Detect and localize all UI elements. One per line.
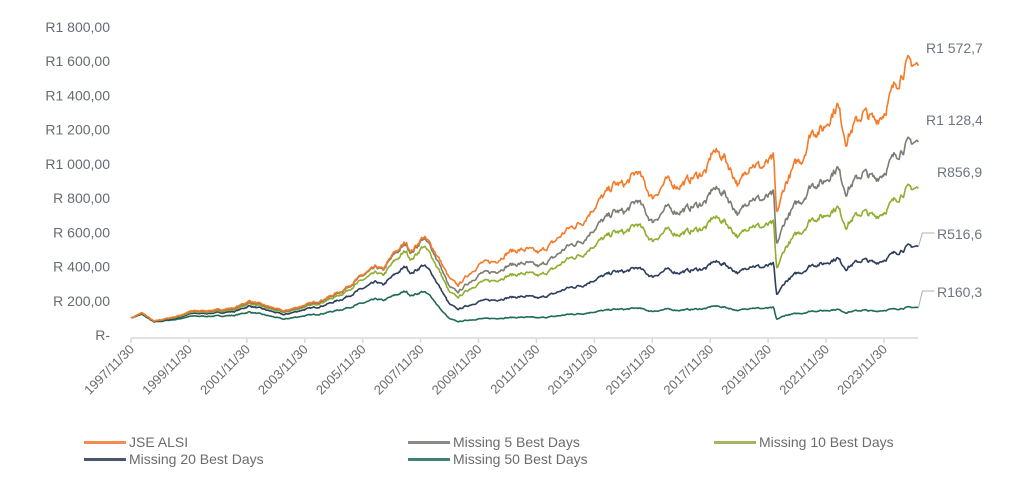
y-tick-label: R 400,00	[53, 259, 110, 275]
y-tick-label: R1 600,00	[45, 53, 110, 69]
end-value-label: R1 572,7	[926, 40, 983, 56]
legend-swatch	[408, 440, 450, 444]
y-tick-label: R1 800,00	[45, 19, 110, 35]
x-tick-label: 2007/11/30	[371, 342, 427, 398]
legend-swatch	[84, 457, 126, 461]
series-line-missing-20-best-days	[130, 243, 919, 323]
series-line-missing-50-best-days	[130, 290, 919, 323]
legend-item-missing-5[interactable]: Missing 5 Best Days	[408, 434, 580, 450]
series-line-missing-10-best-days	[130, 183, 919, 322]
y-tick-label: R 600,00	[53, 224, 110, 240]
legend-label: Missing 50 Best Days	[453, 451, 588, 467]
y-axis: R- R 200,00 R 400,00 R 600,00 R 800,00 R1 000…	[45, 19, 110, 343]
x-tick-label: 2009/11/30	[429, 342, 485, 398]
x-tick-label: 2023/11/30	[834, 342, 890, 398]
end-labels: R1 572,7 R1 128,4 R856,9 R516,6 R160,3	[917, 40, 983, 308]
y-tick-label: R 800,00	[53, 190, 110, 206]
end-value-label: R516,6	[937, 226, 982, 242]
legend-swatch	[408, 457, 450, 461]
legend-label: Missing 20 Best Days	[129, 451, 264, 467]
x-tick-label: 2005/11/30	[313, 342, 369, 398]
legend-item-missing-50[interactable]: Missing 50 Best Days	[408, 451, 588, 467]
legend-label: JSE ALSI	[129, 434, 189, 450]
legend-swatch	[714, 440, 756, 444]
series-line-missing-5-best-days	[130, 136, 919, 322]
y-tick-label: R-	[95, 327, 110, 343]
x-tick-label: 2021/11/30	[776, 342, 832, 398]
x-tick-label: 2013/11/30	[545, 342, 601, 398]
end-value-label: R160,3	[937, 284, 982, 300]
legend-item-missing-20[interactable]: Missing 20 Best Days	[84, 451, 264, 467]
x-tick-label: 2011/11/30	[487, 342, 542, 397]
legend-label: Missing 10 Best Days	[759, 434, 894, 450]
y-tick-label: R1 400,00	[45, 87, 110, 103]
end-label-leader	[917, 290, 935, 308]
series-lines	[130, 54, 920, 323]
legend-label: Missing 5 Best Days	[453, 434, 580, 450]
legend-swatch	[84, 440, 126, 444]
x-tick-label: 2001/11/30	[197, 342, 253, 398]
end-label-leader	[917, 232, 935, 247]
x-tick-label: 1999/11/30	[139, 342, 195, 398]
y-tick-label: R1 200,00	[45, 122, 110, 138]
x-tick-label: 2015/11/30	[602, 342, 658, 398]
x-axis: 1997/11/30 1999/11/30 2001/11/30 2003/11/30…	[81, 337, 919, 398]
x-tick-label: 2003/11/30	[255, 342, 311, 398]
legend-item-jse-alsi[interactable]: JSE ALSI	[84, 434, 188, 450]
y-tick-label: R 200,00	[53, 293, 110, 309]
y-tick-label: R1 000,00	[45, 156, 110, 172]
x-tick-label: 2019/11/30	[718, 342, 774, 398]
x-tick-label: 2017/11/30	[660, 342, 716, 398]
x-tick-label: 1997/11/30	[81, 342, 137, 398]
series-line-jse-alsi	[130, 54, 920, 322]
end-value-label: R1 128,4	[926, 112, 983, 128]
legend-item-missing-10[interactable]: Missing 10 Best Days	[714, 434, 894, 450]
end-value-label: R856,9	[937, 164, 982, 180]
